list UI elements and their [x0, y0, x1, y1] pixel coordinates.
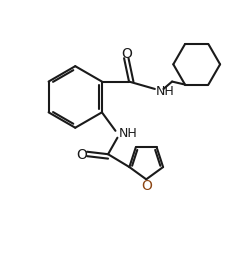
Text: O: O	[141, 178, 152, 192]
Text: NH: NH	[155, 84, 174, 97]
Text: NH: NH	[119, 126, 137, 139]
Text: O: O	[121, 46, 132, 60]
Text: O: O	[76, 147, 87, 161]
